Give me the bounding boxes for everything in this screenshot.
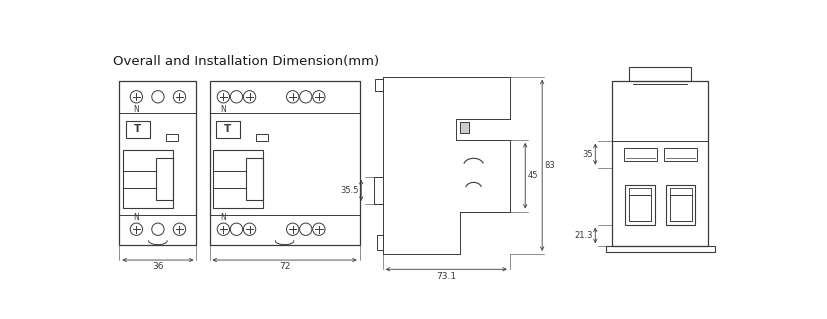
Bar	[213, 150, 262, 208]
Text: Overall and Installation Dimension(mm): Overall and Installation Dimension(mm)	[113, 55, 379, 68]
Bar	[155, 158, 172, 200]
Text: 21.3: 21.3	[574, 231, 592, 240]
Bar	[246, 158, 262, 200]
Text: 73.1: 73.1	[436, 272, 456, 281]
Text: 36: 36	[152, 262, 164, 271]
Bar	[119, 81, 196, 245]
Text: 72: 72	[279, 262, 290, 271]
Text: T: T	[224, 124, 232, 134]
Bar	[624, 185, 654, 225]
Bar	[669, 195, 691, 221]
Bar	[629, 67, 690, 81]
Text: N: N	[133, 105, 139, 114]
Text: N: N	[220, 105, 226, 114]
Bar	[165, 134, 178, 141]
Bar	[611, 81, 708, 246]
Bar	[629, 195, 650, 221]
Bar	[122, 150, 172, 208]
Bar	[459, 122, 468, 133]
Text: T: T	[134, 124, 141, 134]
Text: 35: 35	[581, 150, 592, 159]
Bar	[209, 81, 359, 245]
Bar	[376, 235, 382, 250]
Text: 45: 45	[527, 171, 538, 180]
Bar	[215, 121, 240, 137]
Text: 35.5: 35.5	[340, 186, 358, 195]
Bar	[375, 79, 382, 91]
Text: 83: 83	[544, 161, 555, 170]
Bar	[605, 246, 714, 252]
Bar	[256, 134, 268, 141]
Bar	[663, 148, 696, 161]
Bar	[126, 121, 150, 137]
Bar	[624, 148, 656, 161]
Text: N: N	[133, 212, 139, 221]
Bar	[666, 185, 695, 225]
Text: N: N	[220, 212, 226, 221]
